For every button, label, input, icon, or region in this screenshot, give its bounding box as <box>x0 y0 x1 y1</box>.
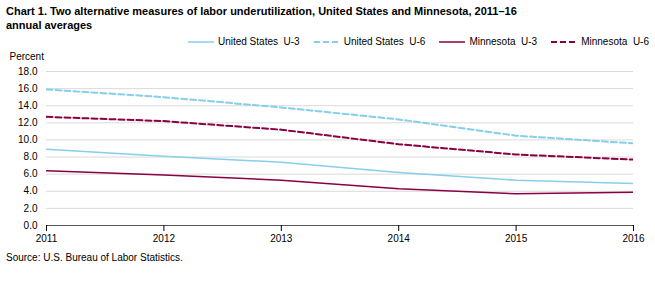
svg-text:4.0: 4.0 <box>24 185 38 196</box>
html-text:Chart 1. Two alternative measu: Chart 1. Two alternative measures of lab… <box>6 5 517 17</box>
html-text:annual averages: annual averages <box>6 19 93 31</box>
svg-text:6.0: 6.0 <box>24 168 38 179</box>
html-text:Source: U.S. Bureau of Labor S: Source: U.S. Bureau of Labor Statistics. <box>6 252 183 263</box>
svg-text:2012: 2012 <box>153 233 176 244</box>
html-text:Minnesota U-3: Minnesota U-3 <box>469 36 538 47</box>
svg-text:0.0: 0.0 <box>24 220 38 231</box>
svg-text:Percent: Percent <box>10 51 45 62</box>
html-text:United States U-3: United States U-3 <box>217 36 300 47</box>
html-text:Minnesota U-6: Minnesota U-6 <box>581 36 649 47</box>
svg-text:2015: 2015 <box>505 233 528 244</box>
svg-text:10.0: 10.0 <box>18 134 38 145</box>
svg-text:2016: 2016 <box>622 233 645 244</box>
svg-text:12.0: 12.0 <box>18 117 38 128</box>
svg-text:2.0: 2.0 <box>24 203 38 214</box>
svg-text:2014: 2014 <box>388 233 411 244</box>
html-text:United States U-6: United States U-6 <box>343 36 426 47</box>
svg-text:14.0: 14.0 <box>18 100 38 111</box>
svg-text:18.0: 18.0 <box>18 66 38 77</box>
svg-text:8.0: 8.0 <box>24 151 38 162</box>
svg-text:2011: 2011 <box>36 233 58 244</box>
svg-text:2013: 2013 <box>270 233 293 244</box>
svg-text:16.0: 16.0 <box>18 83 38 94</box>
